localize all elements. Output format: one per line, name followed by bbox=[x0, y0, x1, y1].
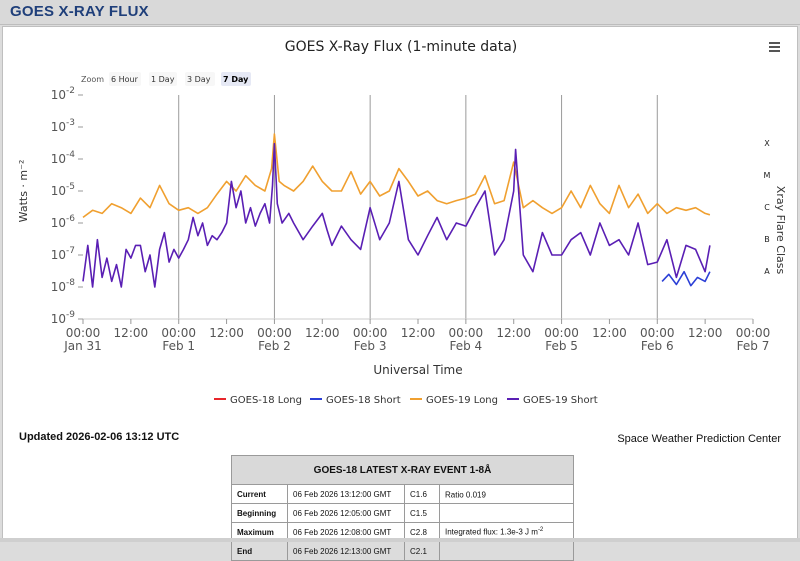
y2-axis-label: Xray Flare Class bbox=[774, 186, 787, 275]
y-tick-label: 10-2 bbox=[51, 86, 75, 102]
legend-item[interactable]: GOES-19 Short bbox=[507, 395, 598, 406]
zoom-button-bg bbox=[149, 72, 177, 86]
x-tick-date: Feb 6 bbox=[641, 339, 674, 353]
series-line-goes-19-short bbox=[82, 142, 711, 288]
legend: GOES-18 Long GOES-18 Short GOES-19 Long GOE… bbox=[214, 395, 598, 406]
flare-class-label: B bbox=[764, 235, 770, 244]
row-time: 06 Feb 2026 12:13:00 GMT bbox=[287, 541, 405, 561]
zoom-button-label: 7 Day bbox=[223, 75, 249, 84]
x-tick-time: 00:00 bbox=[736, 326, 771, 340]
row-time: 06 Feb 2026 12:05:00 GMT bbox=[287, 503, 405, 523]
x-axis-label: Universal Time bbox=[373, 363, 462, 377]
provider-label: Space Weather Prediction Center bbox=[617, 433, 781, 445]
x-tick-time: 12:00 bbox=[496, 326, 531, 340]
x-tick-date: Jan 31 bbox=[63, 339, 102, 353]
legend-label: GOES-19 Short bbox=[523, 395, 598, 406]
chart-panel: GOES X-Ray Flux (1-minute data) Zoom 6 H… bbox=[2, 26, 798, 561]
event-table-title: GOES-18 LATEST X-RAY EVENT 1-8Å bbox=[231, 455, 574, 485]
x-tick-time: 00:00 bbox=[640, 326, 675, 340]
flare-class-label: C bbox=[764, 203, 770, 212]
zoom-button-bg bbox=[185, 72, 215, 86]
header-bar: GOES X-RAY FLUX bbox=[0, 0, 800, 25]
x-tick-time: 00:00 bbox=[544, 326, 579, 340]
legend-label: GOES-18 Long bbox=[230, 395, 302, 406]
legend-item[interactable]: GOES-18 Long bbox=[214, 395, 302, 406]
table-row: Beginning 06 Feb 2026 12:05:00 GMT C1.5 bbox=[231, 503, 574, 523]
flare-class-labels: X M C B A bbox=[764, 139, 771, 276]
x-tick-time: 12:00 bbox=[688, 326, 723, 340]
row-class: C1.6 bbox=[404, 484, 440, 504]
row-time: 06 Feb 2026 13:12:00 GMT bbox=[287, 484, 405, 504]
row-note: Ratio 0.019 bbox=[439, 484, 574, 504]
x-tick-date: Feb 5 bbox=[545, 339, 578, 353]
x-tick-time: 12:00 bbox=[209, 326, 244, 340]
zoom-button-label: 1 Day bbox=[151, 75, 175, 84]
x-tick-time: 12:00 bbox=[592, 326, 627, 340]
y-tick-label: 10-7 bbox=[51, 246, 75, 262]
series-lines bbox=[82, 133, 711, 288]
zoom-label: Zoom bbox=[81, 75, 104, 84]
flare-class-label: M bbox=[764, 171, 771, 180]
y-tick-label: 10-5 bbox=[51, 182, 75, 198]
zoom-button-1-day[interactable]: 1 Day bbox=[149, 72, 177, 86]
row-note bbox=[439, 503, 574, 523]
zoom-button-bg bbox=[109, 72, 141, 86]
zoom-button-bg bbox=[221, 72, 251, 86]
x-tick-time: 12:00 bbox=[305, 326, 340, 340]
updated-timestamp: Updated 2026-02-06 13:12 UTC bbox=[19, 431, 180, 443]
latest-event-table: GOES-18 LATEST X-RAY EVENT 1-8Å Current … bbox=[231, 455, 574, 561]
table-row: Current 06 Feb 2026 13:12:00 GMT C1.6 Ra… bbox=[231, 484, 574, 504]
x-tick-time: 00:00 bbox=[353, 326, 388, 340]
x-tick-date: Feb 2 bbox=[258, 339, 291, 353]
y-tick-label: 10-4 bbox=[51, 150, 76, 166]
row-label: Beginning bbox=[231, 503, 288, 523]
menu-icon[interactable] bbox=[769, 42, 780, 52]
series-line-goes-18-short bbox=[661, 270, 711, 287]
legend-item[interactable]: GOES-19 Long bbox=[410, 395, 498, 406]
zoom-button-3-day[interactable]: 3 Day bbox=[185, 72, 215, 86]
y-tick-label: 10-3 bbox=[51, 118, 75, 134]
row-class: C1.5 bbox=[404, 503, 440, 523]
x-tick-time: 00:00 bbox=[449, 326, 484, 340]
x-tick-time: 00:00 bbox=[161, 326, 196, 340]
x-tick-date: Feb 3 bbox=[354, 339, 387, 353]
y-axis-ticks: 10-9 10-8 10-7 10-6 10-5 10-4 10-3 10-2 bbox=[51, 86, 83, 326]
x-tick-date: Feb 4 bbox=[450, 339, 483, 353]
flare-class-label: X bbox=[764, 139, 770, 148]
page-title: GOES X-RAY FLUX bbox=[10, 3, 149, 20]
plot-area bbox=[83, 95, 753, 319]
zoom-button-label: 6 Hour bbox=[111, 75, 139, 84]
legend-item[interactable]: GOES-18 Short bbox=[310, 395, 401, 406]
xray-flux-chart: GOES X-Ray Flux (1-minute data) Zoom 6 H… bbox=[17, 39, 787, 406]
zoom-button-6-hour[interactable]: 6 Hour bbox=[109, 72, 141, 86]
x-tick-date: Feb 7 bbox=[737, 339, 770, 353]
flare-class-label: A bbox=[764, 267, 770, 276]
legend-label: GOES-19 Long bbox=[426, 395, 498, 406]
plot-background bbox=[83, 95, 753, 319]
row-class: C2.1 bbox=[404, 541, 440, 561]
y-tick-label: 10-8 bbox=[51, 278, 76, 294]
zoom-buttons: 6 Hour 1 Day 3 Day 7 Day bbox=[109, 72, 251, 86]
row-label: End bbox=[231, 541, 288, 561]
row-note bbox=[439, 541, 574, 561]
zoom-button-label: 3 Day bbox=[187, 75, 211, 84]
bottom-bar bbox=[0, 538, 800, 542]
row-label: Current bbox=[231, 484, 288, 504]
x-tick-time: 12:00 bbox=[401, 326, 436, 340]
y-tick-label: 10-6 bbox=[51, 214, 76, 230]
x-tick-date: Feb 1 bbox=[162, 339, 195, 353]
x-tick-time: 12:00 bbox=[114, 326, 149, 340]
table-row: Maximum 06 Feb 2026 12:08:00 GMT C2.8 In… bbox=[231, 522, 574, 542]
zoom-button-7-day[interactable]: 7 Day bbox=[221, 72, 251, 86]
y-axis-label: Watts · m⁻² bbox=[17, 160, 30, 223]
series-line-goes-19-long bbox=[82, 133, 711, 219]
x-tick-time: 00:00 bbox=[257, 326, 292, 340]
table-row: End 06 Feb 2026 12:13:00 GMT C2.1 bbox=[231, 541, 574, 561]
y-tick-label: 10-9 bbox=[51, 310, 76, 326]
x-tick-time: 00:00 bbox=[66, 326, 101, 340]
chart-title: GOES X-Ray Flux (1-minute data) bbox=[285, 39, 518, 55]
legend-label: GOES-18 Short bbox=[326, 395, 401, 406]
